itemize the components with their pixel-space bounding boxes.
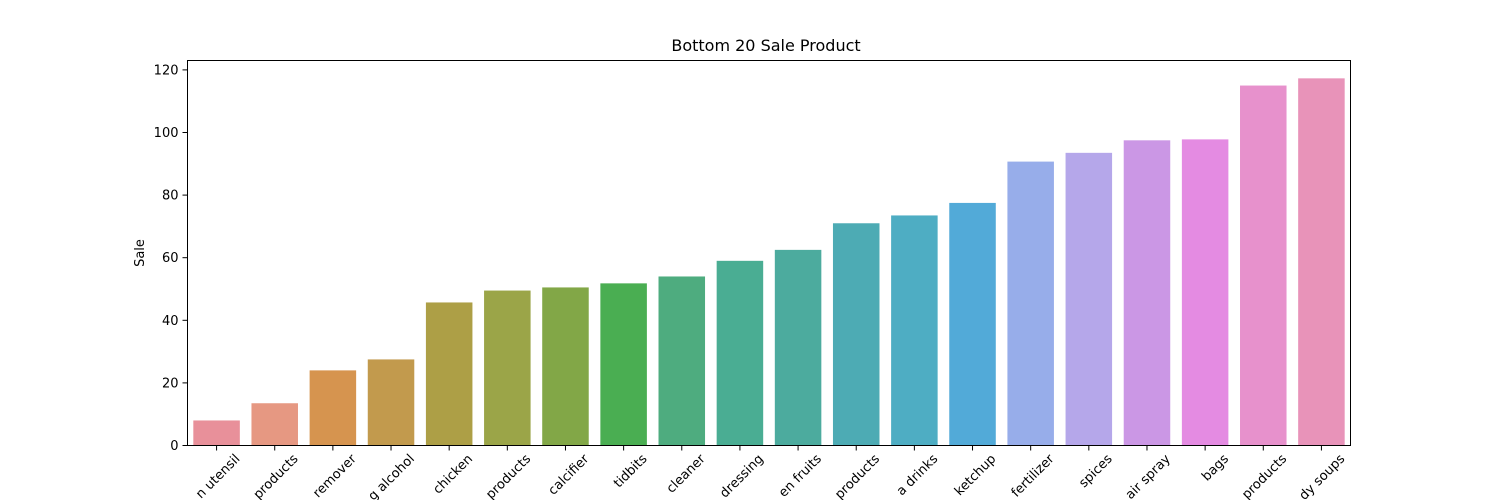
bar (832, 223, 880, 446)
y-tick-label: 80 (162, 189, 179, 204)
y-tick-label: 100 (154, 126, 179, 141)
bar (1007, 161, 1054, 446)
x-tick-label: chicken (430, 452, 476, 498)
bar (1240, 85, 1287, 446)
bar (251, 403, 298, 446)
y-tick-label: 40 (162, 314, 179, 329)
x-tick-label: bags (1199, 452, 1232, 485)
plot-area-frame (187, 60, 1351, 446)
x-tick-label: products (832, 452, 883, 500)
x-tick-label: n utensil (193, 452, 243, 500)
chart-title: Bottom 20 Sale Product (671, 36, 860, 55)
bar (484, 290, 531, 446)
bar (1298, 78, 1345, 446)
bar (193, 420, 240, 446)
x-tick-label: a drinks (894, 452, 941, 499)
x-tick-label: remover (310, 451, 360, 500)
y-tick-label: 60 (162, 251, 179, 266)
x-tick-label: air spray (1123, 452, 1174, 500)
y-axis-ticks: 0 20 40 60 80 100 120 (154, 63, 188, 454)
x-tick-label: products (483, 452, 534, 500)
bars-group (193, 78, 1345, 446)
y-axis-label: Sale (133, 239, 148, 267)
bar (891, 215, 938, 446)
bar (1123, 140, 1171, 446)
x-tick-label: cleaner (664, 451, 709, 496)
bar (1065, 152, 1113, 446)
x-tick-label: products (251, 452, 302, 500)
x-tick-label: fertilizer (1009, 451, 1058, 500)
x-tick-label: calcifier (546, 451, 593, 498)
y-tick-label: 0 (170, 439, 178, 454)
x-tick-label: dy soups (1297, 452, 1349, 500)
x-tick-label: spices (1076, 452, 1115, 491)
x-tick-label: tidbits (611, 452, 651, 492)
bar (949, 202, 996, 446)
x-tick-label: g alcohol (366, 452, 418, 500)
x-tick-label: en fruits (776, 452, 825, 500)
y-tick-label: 20 (162, 376, 179, 391)
bar (1181, 139, 1229, 446)
bar (367, 359, 415, 446)
y-tick-label: 120 (154, 63, 179, 78)
bar (309, 370, 357, 446)
x-tick-label: products (1239, 452, 1290, 500)
bar (542, 287, 589, 446)
x-tick-label: dressing (717, 452, 766, 500)
bar (425, 302, 473, 446)
bar (600, 283, 647, 446)
x-tick-label: ketchup (952, 452, 999, 499)
bar (658, 276, 706, 446)
bar (716, 260, 764, 446)
x-axis-ticks: n utensil products remover g alcohol chicken… (193, 445, 1349, 500)
bar (774, 249, 822, 446)
